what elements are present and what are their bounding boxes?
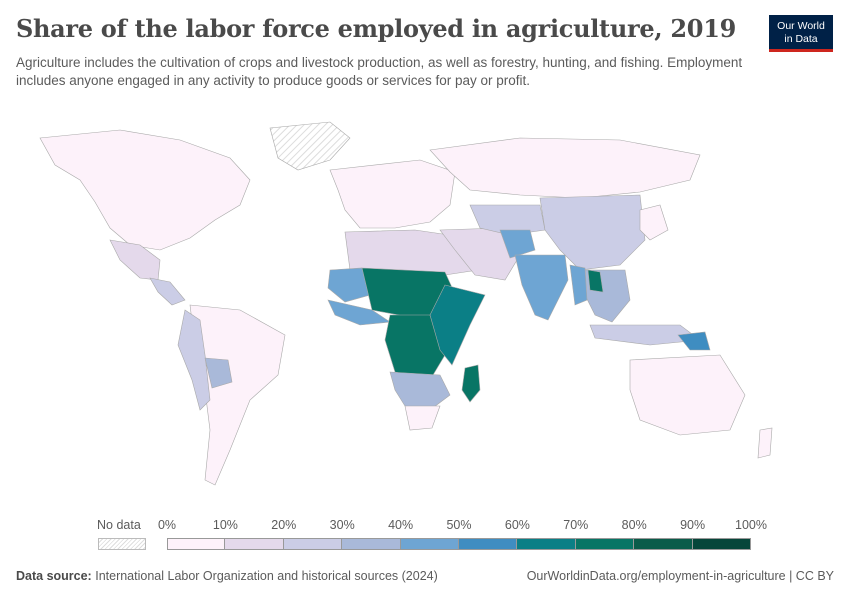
map-region[interactable] (587, 269, 604, 293)
legend-tick-label: 80% (621, 518, 647, 532)
data-source-label: Data source: (16, 569, 92, 583)
map-region[interactable] (39, 129, 251, 251)
legend-tick-label: 100% (735, 518, 767, 532)
data-source-text: International Labor Organization and his… (95, 569, 438, 583)
legend-bin (400, 538, 459, 550)
legend-bin (225, 538, 284, 550)
map-region[interactable] (677, 331, 711, 351)
map-region[interactable] (149, 277, 186, 306)
legend-bin (692, 538, 751, 550)
map-region[interactable] (177, 309, 211, 411)
color-legend: No data 0% 10% 20% 30% 40% 50% 60% 70% 80% 90% 100… (0, 515, 850, 555)
legend-bin (634, 538, 693, 550)
legend-tick-label: 20% (271, 518, 297, 532)
map-region[interactable] (589, 324, 701, 346)
map-region[interactable] (327, 267, 371, 303)
legend-bin (575, 538, 635, 550)
legend-tick-label: 10% (212, 518, 238, 532)
map-region[interactable] (757, 427, 773, 459)
logo-line-2: in Data (784, 33, 818, 45)
legend-bin (517, 538, 576, 550)
map-region[interactable] (569, 264, 588, 306)
source-link[interactable]: OurWorldinData.org/employment-in-agricul… (526, 569, 834, 583)
logo-line-1: Our World (777, 20, 825, 32)
legend-tick-label: 60% (504, 518, 530, 532)
legend-no-data-label: No data (97, 518, 141, 532)
legend-tick-label: 50% (446, 518, 472, 532)
map-region[interactable] (514, 254, 569, 321)
map-region[interactable] (639, 204, 669, 241)
legend-tick-label: 90% (680, 518, 706, 532)
legend-bin (167, 538, 226, 550)
legend-tick-label: 0% (157, 518, 177, 532)
legend-tick-label: 30% (329, 518, 355, 532)
legend-tick-label: 40% (388, 518, 414, 532)
map-region[interactable] (389, 371, 451, 411)
legend-tick-label: 70% (563, 518, 589, 532)
data-source: Data source: International Labor Organiz… (16, 569, 438, 583)
owid-logo[interactable]: Our World in Data (769, 15, 833, 52)
map-region[interactable] (329, 159, 456, 229)
map-regions (39, 121, 773, 486)
map-region[interactable] (579, 269, 631, 323)
legend-bin (283, 538, 343, 550)
world-map (39, 121, 773, 486)
map-region[interactable] (204, 357, 233, 389)
chart-subtitle: Agriculture includes the cultivation of … (16, 55, 743, 88)
map-region[interactable] (269, 121, 351, 171)
map-region[interactable] (461, 364, 481, 403)
map-region[interactable] (629, 354, 746, 436)
legend-bin (342, 538, 401, 550)
chart-title: Share of the labor force employed in agr… (16, 14, 736, 43)
map-region[interactable] (404, 405, 441, 431)
legend-no-data-swatch (98, 538, 146, 550)
legend-bin (459, 538, 518, 550)
map-region[interactable] (429, 284, 486, 366)
map-region[interactable] (539, 194, 646, 271)
map-region[interactable] (429, 137, 701, 199)
map-region[interactable] (499, 229, 536, 259)
map-region[interactable] (327, 299, 391, 326)
